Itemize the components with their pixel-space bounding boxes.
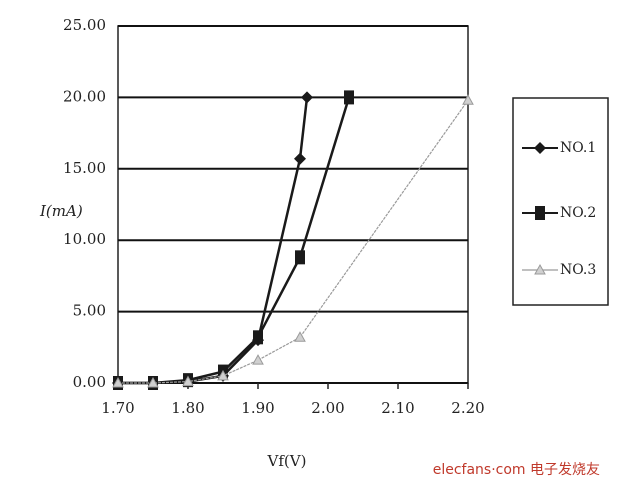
legend-marker bbox=[534, 263, 546, 275]
x-tick-label: 2.10 bbox=[381, 399, 414, 417]
x-tick-label: 1.80 bbox=[171, 399, 204, 417]
plot-frame bbox=[117, 25, 469, 384]
x-tick-label: 1.70 bbox=[101, 399, 134, 417]
marker bbox=[147, 376, 159, 388]
marker bbox=[252, 354, 264, 365]
marker bbox=[112, 376, 124, 388]
y-axis-label: I(mA) bbox=[39, 202, 83, 220]
legend-marker bbox=[534, 142, 546, 154]
legend-marker bbox=[535, 206, 545, 220]
y-tick-label: 15.00 bbox=[63, 159, 106, 177]
marker bbox=[294, 152, 306, 165]
x-axis-label: Vf(V) bbox=[267, 452, 307, 470]
y-tick-label: 0.00 bbox=[73, 373, 106, 391]
y-tick-label: 25.00 bbox=[63, 16, 106, 34]
marker bbox=[253, 330, 263, 345]
watermark: elecfans·com 电子发烧友 bbox=[433, 462, 600, 478]
marker bbox=[294, 331, 306, 342]
marker bbox=[217, 369, 229, 381]
y-tick-label: 20.00 bbox=[63, 87, 106, 105]
x-tick-label: 1.90 bbox=[241, 399, 274, 417]
marker bbox=[295, 250, 305, 265]
legend-label: NO.3 bbox=[560, 262, 596, 278]
series-line bbox=[118, 99, 469, 384]
y-tick-label: 5.00 bbox=[73, 302, 106, 320]
x-tick-label: 2.20 bbox=[451, 399, 484, 417]
marker bbox=[182, 375, 194, 387]
legend-label: NO.1 bbox=[560, 140, 596, 156]
marker bbox=[462, 94, 474, 105]
y-tick-label: 10.00 bbox=[63, 230, 106, 248]
marker bbox=[301, 91, 313, 104]
marker bbox=[344, 90, 354, 105]
x-tick-label: 2.00 bbox=[311, 399, 344, 417]
legend-label: NO.2 bbox=[560, 205, 596, 221]
